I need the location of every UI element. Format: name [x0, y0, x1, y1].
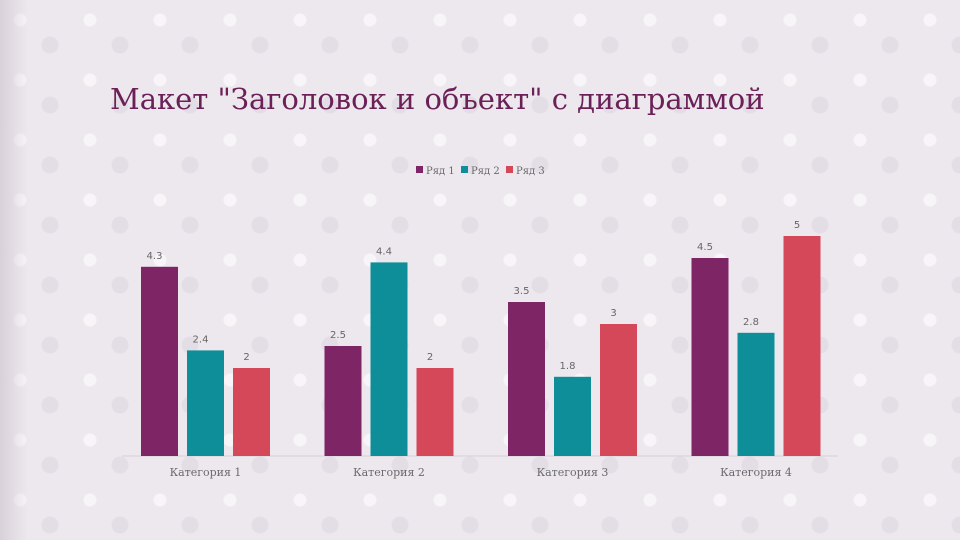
legend-label-series-1: Ряд 1	[426, 166, 455, 177]
bar-series-3-category-2	[416, 368, 454, 456]
data-label-series-1-category-4: 4.5	[697, 242, 713, 253]
bar-series-3-category-1	[233, 368, 270, 456]
bar-series-2-category-2	[370, 262, 408, 456]
data-label-series-1-category-1: 4.3	[147, 251, 163, 262]
legend-swatch-series-2	[461, 166, 468, 173]
data-label-series-3-category-4: 5	[794, 220, 800, 231]
legend-label-series-2: Ряд 2	[471, 166, 500, 177]
bar-series-1-category-1	[141, 266, 178, 456]
bar-series-3-category-3	[600, 324, 637, 456]
data-label-series-3-category-3: 3	[610, 308, 616, 319]
bar-series-2-category-1	[187, 350, 224, 456]
legend-swatch-series-3	[506, 166, 513, 173]
slide-title: Макет "Заголовок и объект" с диаграммой	[110, 82, 765, 116]
data-label-series-1-category-2: 2.5	[330, 330, 346, 341]
data-label-series-3-category-1: 2	[243, 352, 249, 363]
category-label-2: Категория 2	[353, 466, 425, 479]
legend-label-series-3: Ряд 3	[516, 166, 545, 177]
bar-series-1-category-4	[691, 258, 729, 456]
bar-series-1-category-3	[508, 302, 545, 456]
bar-series-1-category-2	[324, 346, 362, 456]
category-label-3: Категория 3	[537, 466, 609, 479]
data-label-series-2-category-4: 2.8	[743, 317, 759, 328]
data-label-series-2-category-2: 4.4	[376, 246, 392, 257]
data-label-series-1-category-3: 3.5	[514, 286, 530, 297]
data-label-series-2-category-3: 1.8	[560, 361, 576, 372]
category-label-4: Категория 4	[720, 466, 792, 479]
left-decoration	[0, 0, 28, 540]
bar-series-3-category-4	[783, 236, 821, 456]
category-label-1: Категория 1	[170, 466, 242, 479]
bar-series-2-category-3	[554, 376, 591, 456]
legend-swatch-series-1	[416, 166, 423, 173]
data-label-series-3-category-2: 2	[427, 352, 433, 363]
bar-series-2-category-4	[737, 332, 775, 456]
data-label-series-2-category-1: 2.4	[193, 334, 209, 345]
